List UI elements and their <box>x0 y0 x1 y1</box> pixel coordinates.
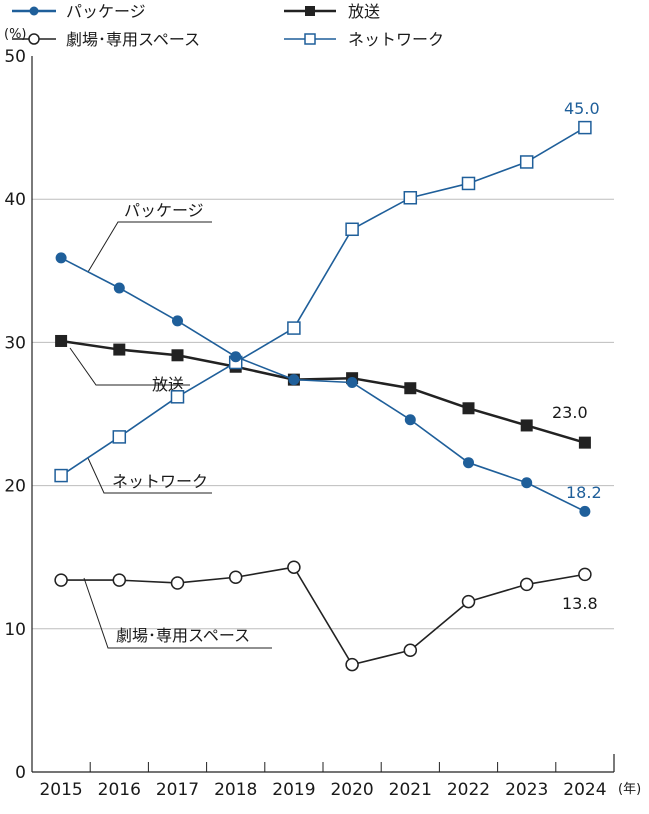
callout-theater: 劇場･専用スペース <box>83 577 272 649</box>
data-point <box>54 573 68 587</box>
data-point <box>578 120 592 135</box>
data-point <box>55 252 67 264</box>
axes <box>31 56 615 773</box>
callout-label-theater: 劇場･専用スペース <box>116 626 250 645</box>
y-tick-label: 10 <box>4 620 26 640</box>
x-tick-label: 2016 <box>98 780 141 800</box>
data-point <box>55 334 68 347</box>
legend-label-broadcast: 放送 <box>348 2 380 21</box>
data-point <box>404 382 417 395</box>
data-point <box>288 374 300 386</box>
legend: パッケージ 放送 劇場･専用スペース ネットワーク <box>12 2 444 49</box>
callout-package: パッケージ <box>87 201 212 273</box>
x-tick-label: 2024 <box>563 780 606 800</box>
grid <box>32 198 614 630</box>
data-point <box>345 222 359 237</box>
data-point <box>579 505 591 517</box>
legend-label-package: パッケージ <box>66 2 146 21</box>
data-point <box>461 594 476 609</box>
x-tick-label: 2021 <box>389 780 432 800</box>
series-network <box>54 120 592 483</box>
y-axis-unit: (%) <box>4 27 27 42</box>
y-tick-label: 0 <box>15 763 26 783</box>
series-line-broadcast <box>60 339 586 444</box>
data-point <box>520 419 533 432</box>
y-tick-label: 30 <box>4 333 26 353</box>
data-point <box>578 567 592 582</box>
end-label-network: 45.0 <box>564 99 600 118</box>
legend-label-network: ネットワーク <box>348 30 444 49</box>
data-point <box>519 577 534 592</box>
x-tick-label: 2019 <box>272 780 315 800</box>
legend-item-network: ネットワーク <box>284 30 444 49</box>
x-tick-label: 2017 <box>156 780 199 800</box>
data-point <box>578 436 591 449</box>
data-point <box>461 176 476 191</box>
data-point <box>170 576 185 590</box>
y-tick-label: 20 <box>4 477 26 497</box>
data-point <box>170 390 185 404</box>
x-axis-unit: (年) <box>618 782 641 797</box>
data-point <box>521 477 533 489</box>
data-point <box>346 376 358 388</box>
data-point <box>230 351 242 363</box>
legend-item-package: パッケージ <box>12 2 146 21</box>
data-point <box>113 282 125 294</box>
x-tick-labels: 2015 2016 2017 2018 2019 2020 2021 2022 2023 2024 <box>39 780 606 800</box>
data-point <box>113 343 126 356</box>
data-point <box>112 573 127 587</box>
data-point <box>228 570 243 584</box>
legend-item-broadcast: 放送 <box>284 2 380 21</box>
x-tick-label: 2023 <box>505 780 548 800</box>
callout-broadcast: 放送 <box>69 347 190 394</box>
data-point <box>287 321 301 335</box>
data-point <box>54 468 68 483</box>
data-point <box>463 457 474 469</box>
series-layer <box>54 120 592 672</box>
data-point <box>403 191 418 205</box>
end-label-package: 18.2 <box>566 483 602 502</box>
data-point <box>404 414 416 426</box>
y-tick-label: 50 <box>4 47 26 67</box>
series-theater <box>54 560 592 672</box>
callout-label-package: パッケージ <box>124 201 204 220</box>
y-tick-label: 40 <box>4 190 26 210</box>
data-point <box>287 560 301 574</box>
data-point <box>519 155 534 169</box>
callout-network: ネットワーク <box>87 457 212 494</box>
callout-label-broadcast: 放送 <box>152 375 184 394</box>
data-point <box>112 430 127 444</box>
data-point <box>171 349 184 362</box>
data-point <box>172 315 183 327</box>
data-point <box>345 657 359 672</box>
series-broadcast <box>55 334 591 449</box>
x-tick-label: 2020 <box>330 780 373 800</box>
x-tick-label: 2015 <box>39 780 82 800</box>
series-line-package <box>60 257 586 513</box>
x-tick-label: 2022 <box>447 780 490 800</box>
data-point <box>462 402 475 415</box>
series-line-network <box>60 126 586 477</box>
end-label-broadcast: 23.0 <box>552 403 588 422</box>
legend-label-theater: 劇場･専用スペース <box>66 30 200 49</box>
series-package <box>55 252 591 517</box>
x-tick-label: 2018 <box>214 780 257 800</box>
data-point <box>403 643 418 658</box>
series-line-theater <box>61 566 586 666</box>
legend-item-theater: 劇場･専用スペース <box>12 30 200 49</box>
callout-label-network: ネットワーク <box>112 472 208 491</box>
end-label-theater: 13.8 <box>562 594 598 613</box>
y-tick-labels: 0 10 20 30 40 50 <box>4 47 26 783</box>
